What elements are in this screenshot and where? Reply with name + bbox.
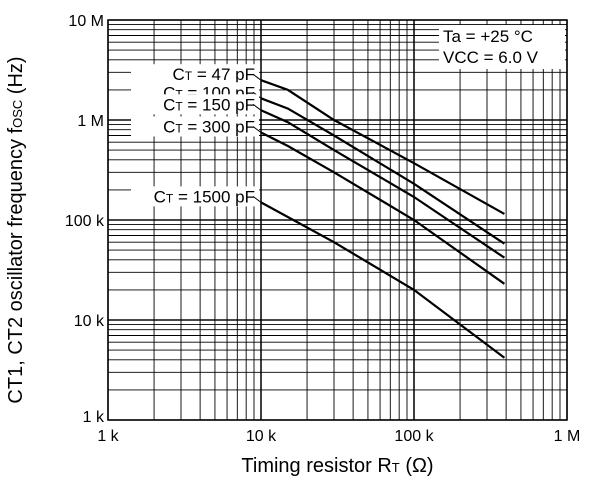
y-tick-label: 10 M (68, 13, 104, 30)
plot-frame (107, 19, 568, 421)
series-lines (260, 79, 506, 359)
series-line (260, 97, 506, 245)
series-label-background (131, 94, 259, 115)
series-label: CT = 47 pF (131, 64, 262, 85)
series-label: CT = 150 pF (131, 94, 262, 115)
x-tick-labels: 1 k 10 k 100 k 1 M (97, 428, 580, 445)
y-tick-label: 10 k (74, 313, 105, 330)
x-axis-label: Timing resistor RT (Ω) (241, 455, 433, 477)
condition-text: Ta = +25 °C (443, 27, 533, 46)
series-label-text: CT = 1500 pF (154, 187, 255, 206)
y-tick-label: 1 M (77, 113, 104, 130)
series-label-text: CT = 47 pF (173, 65, 255, 84)
series-label-leader (252, 73, 262, 81)
series-line (260, 201, 506, 359)
series-label: CT = 300 pF (131, 116, 262, 137)
series-label-background (131, 116, 259, 137)
x-tick-label: 100 k (394, 428, 434, 445)
condition-text: VCC = 6.0 V (443, 48, 539, 67)
series-line (260, 109, 506, 259)
y-tick-label: 100 k (65, 213, 105, 230)
series-label-leader (252, 195, 262, 203)
series-label: CT = 1500 pF (131, 186, 262, 207)
series-label-text: CT = 150 pF (163, 95, 255, 114)
series-label-text: CT = 300 pF (163, 117, 255, 136)
conditions-box: Ta = +25 °C VCC = 6.0 V (439, 25, 565, 69)
series-label-leader (252, 103, 262, 111)
series-line (260, 131, 506, 285)
y-axis-label: CT1, CT2 oscillator frequency fOSC (Hz) (5, 56, 27, 403)
series-label-leader (252, 126, 262, 133)
series-line (260, 79, 505, 215)
y-tick-label: 1 k (83, 409, 105, 426)
series-label-background (131, 186, 259, 207)
x-tick-label: 10 k (246, 428, 277, 445)
x-tick-label: 1 k (97, 428, 119, 445)
x-tick-label: 1 M (554, 428, 581, 445)
conditions-background (439, 25, 565, 69)
y-tick-labels: 1 k 10 k 100 k 1 M 10 M (65, 13, 105, 426)
series-label-background (131, 64, 259, 85)
